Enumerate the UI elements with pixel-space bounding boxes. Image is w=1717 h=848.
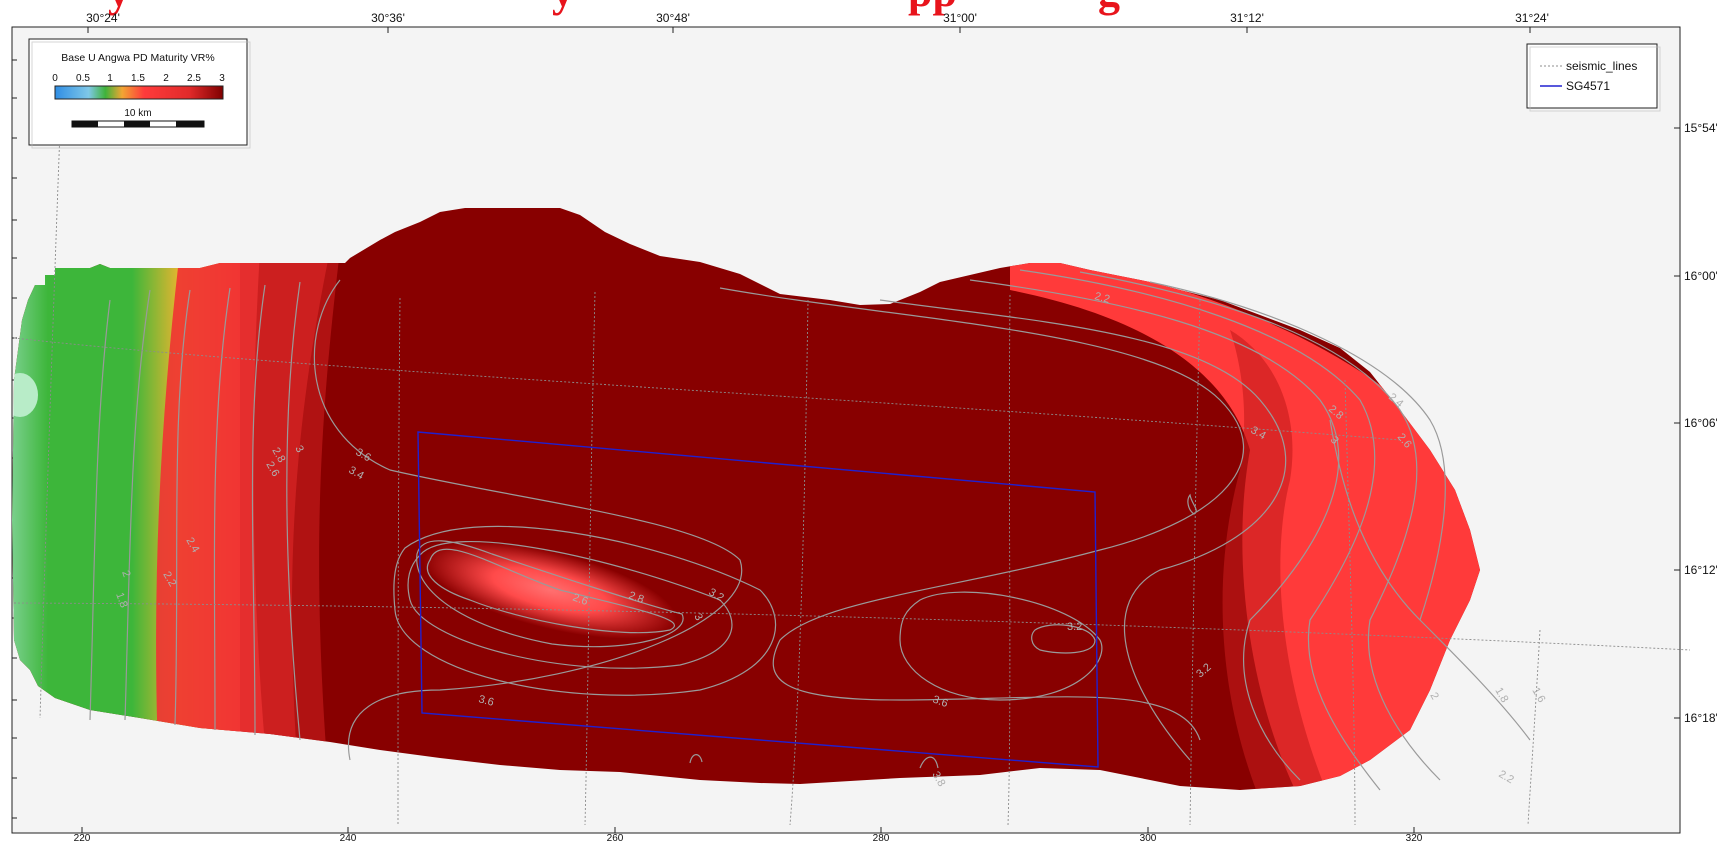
colorbar-tick-label: 1.5 xyxy=(131,73,145,84)
layer-legend-box xyxy=(1526,43,1658,109)
contour-label: 2.2 xyxy=(1093,290,1111,306)
colorbar-title: Base U Angwa PD Maturity VR% xyxy=(61,52,214,64)
contour-label: 3 xyxy=(292,444,305,455)
colorbar-tick-label: 1 xyxy=(107,73,113,84)
top-axis-label: 31°00' xyxy=(943,11,977,25)
colorbar-legend: Base U Angwa PD Maturity VR% 0 0.5 1 1.5… xyxy=(28,38,251,149)
contour-label: 1.8 xyxy=(113,591,130,609)
top-axis-label: 30°36' xyxy=(371,11,405,25)
right-axis: 15°54' 16°00' 16°06' 16°12' 16°18' xyxy=(1684,121,1717,725)
seismic-lines-layer xyxy=(13,129,1691,826)
contour-lines xyxy=(89,269,1531,791)
contour-label: 3.6 xyxy=(931,694,949,711)
title-fragment: g xyxy=(1098,0,1120,16)
maturity-surface xyxy=(12,208,1480,790)
colorbar-tick-label: 2 xyxy=(163,73,169,84)
top-axis-label: 30°24' xyxy=(86,11,120,25)
right-axis-label: 15°54' xyxy=(1684,121,1717,135)
top-axis-label: 30°48' xyxy=(656,11,690,25)
contour-label: 2 xyxy=(119,569,132,579)
scale-bar xyxy=(71,120,205,128)
title-fragment: pp xyxy=(908,0,957,16)
title-fragment: y xyxy=(108,0,130,16)
legend-item-sg4571: SG4571 xyxy=(1540,79,1610,93)
contour-label: 2.6 xyxy=(571,592,589,609)
contour-label: 3 xyxy=(691,612,704,623)
colorbar-tick-label: 0 xyxy=(52,73,58,84)
bottom-frame-ticks xyxy=(81,827,1415,833)
right-axis-label: 16°12' xyxy=(1684,563,1717,577)
colorbar-tick-label: 0.5 xyxy=(76,73,90,84)
bottom-axis-label: 320 xyxy=(1406,833,1423,843)
top-frame-ticks xyxy=(87,27,1531,33)
top-axis-label: 31°24' xyxy=(1515,11,1549,25)
right-axis-label: 16°06' xyxy=(1684,416,1717,430)
colorbar-ramp xyxy=(54,85,224,100)
contour-label: 2 xyxy=(1427,691,1440,702)
top-axis-label: 31°12' xyxy=(1230,11,1264,25)
sg4571-outline xyxy=(417,431,1099,768)
legend-label: seismic_lines xyxy=(1566,59,1637,73)
legend-item-seismic: seismic_lines xyxy=(1540,59,1637,73)
title-fragment: y xyxy=(552,0,574,16)
right-axis-label: 16°18' xyxy=(1684,711,1717,725)
contour-label: 3.6 xyxy=(477,693,495,709)
right-axis-label: 16°00' xyxy=(1684,269,1717,283)
bottom-axis-label: 220 xyxy=(74,833,91,843)
bottom-axis-label: 280 xyxy=(873,833,890,843)
colorbar-ticks: 0 0.5 1 1.5 2 2.5 3 xyxy=(52,73,225,84)
colorbar-tick-label: 2.5 xyxy=(187,73,201,84)
top-axis: 30°24' 30°36' 30°48' 31°00' 31°12' 31°24… xyxy=(86,11,1549,25)
layer-legend: seismic_lines SG4571 xyxy=(1526,43,1661,112)
contour-label: 3.2 xyxy=(1067,621,1082,633)
bottom-axis-label: 260 xyxy=(607,833,624,843)
right-frame-ticks xyxy=(1674,127,1680,719)
scale-bar-label: 10 km xyxy=(124,108,151,119)
bottom-axis: 220 240 260 280 300 320 xyxy=(74,833,1423,844)
contour-label: 2.8 xyxy=(627,590,645,607)
bottom-axis-label: 240 xyxy=(340,833,357,843)
colorbar-tick-label: 3 xyxy=(219,73,225,84)
bottom-axis-label: 300 xyxy=(1140,833,1157,843)
map-title-fragments: y y pp g xyxy=(108,0,1120,16)
legend-label: SG4571 xyxy=(1566,79,1610,93)
